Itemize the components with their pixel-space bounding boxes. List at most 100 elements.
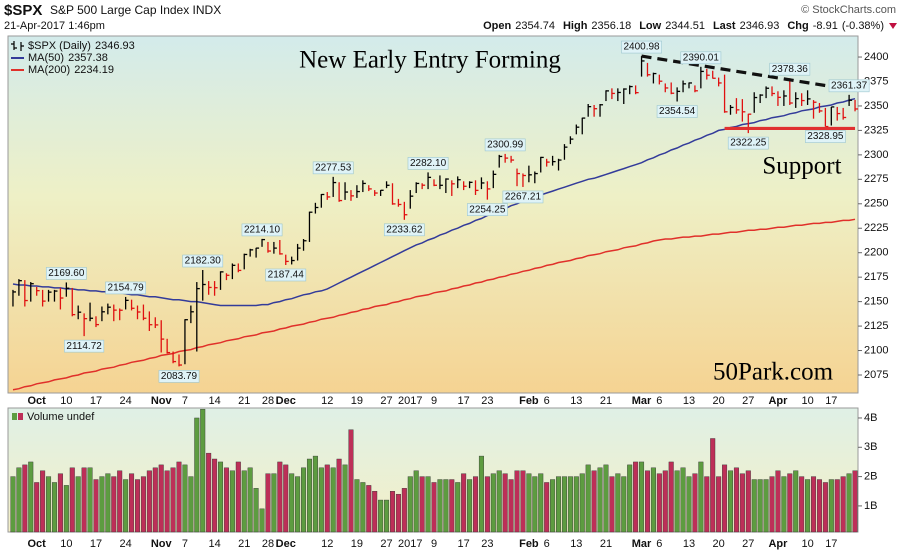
price-annotation: 2361.37	[828, 79, 870, 93]
annotation-label: 2300.99	[487, 140, 524, 151]
callout: New Early Entry Forming	[299, 47, 561, 74]
legend-entry: MA(50) 2357.38	[28, 52, 108, 64]
volume-bar	[544, 482, 550, 533]
volume-bar	[573, 476, 579, 533]
volume-bar	[852, 470, 858, 533]
volume-bar	[182, 464, 188, 533]
x-tick-label: 7	[182, 538, 188, 550]
y-tick-label: 2275	[864, 173, 888, 185]
volume-bar	[763, 479, 769, 533]
price-annotation: 2390.01	[680, 51, 722, 65]
price-annotation: 2378.36	[769, 62, 811, 76]
y-tick-label: 2125	[864, 320, 888, 332]
volume-bar	[93, 479, 99, 533]
volume-bar	[259, 508, 265, 533]
x-tick-label: 17	[458, 395, 470, 407]
volume-bar	[407, 476, 413, 533]
x-tick-label: 13	[570, 395, 582, 407]
price-annotation: 2114.72	[64, 339, 105, 353]
volume-bar	[81, 467, 87, 533]
annotation-box	[769, 62, 811, 76]
legend-name: $SPX (Daily)	[28, 40, 91, 52]
volume-bar	[419, 476, 425, 533]
x-tick-label: 10	[60, 538, 72, 550]
x-tick-label: 2017	[398, 395, 422, 407]
volume-bar	[526, 473, 532, 533]
volume-bar	[805, 479, 811, 533]
volume-bar	[615, 473, 621, 533]
quote-label: Low	[639, 20, 661, 32]
x-tick-label: 27	[380, 538, 392, 550]
y-tick-label: 2300	[864, 149, 888, 161]
volume-bar	[425, 476, 431, 533]
volume-bar	[698, 461, 704, 533]
volume-bar	[283, 464, 289, 533]
volume-bar	[722, 464, 728, 533]
annotation-label: 2378.36	[772, 64, 809, 75]
volume-bar	[686, 476, 692, 533]
volume-bar	[816, 479, 822, 533]
legend-value: 2346.93	[95, 40, 135, 52]
x-tick-label: 10	[801, 538, 813, 550]
datetime: 21-Apr-2017 1:46pm	[4, 20, 105, 32]
volume-bar	[621, 476, 627, 533]
volume-bar	[223, 467, 229, 533]
volume-bar	[437, 479, 443, 533]
x-tick-label: Oct	[28, 538, 47, 550]
volume-bar	[28, 461, 34, 533]
volume-bar	[69, 467, 75, 533]
volume-bar	[591, 470, 597, 533]
annotation-label: 2154.79	[108, 283, 145, 294]
volume-bar	[75, 476, 81, 533]
volume-bar	[556, 476, 562, 533]
volume-bar	[550, 479, 556, 533]
volume-bar	[775, 470, 781, 533]
volume-bar	[360, 482, 366, 533]
volume-bar	[111, 476, 117, 533]
x-tick-label: Mar	[632, 538, 652, 550]
y-tick-label: 2400	[864, 51, 888, 63]
volume-bar	[105, 473, 111, 533]
annotation-label: 2083.79	[161, 371, 198, 382]
quote-value: 2346.93	[740, 20, 780, 32]
volume-bar	[585, 464, 591, 533]
volume-bar	[496, 470, 502, 533]
price-annotation: 2282.10	[407, 157, 449, 170]
x-tick-label: 2017	[398, 538, 422, 550]
volume-bar	[295, 476, 301, 533]
volume-bar	[567, 476, 573, 533]
x-tick-label: 6	[544, 538, 550, 550]
x-tick-label: 24	[120, 538, 132, 550]
volume-bar	[668, 461, 674, 533]
volume-bar	[443, 479, 449, 533]
volume-bar	[656, 473, 662, 533]
volume-icon	[12, 413, 17, 420]
x-tick-label: Apr	[768, 395, 788, 407]
annotation-box	[805, 130, 846, 143]
volume-bar	[680, 467, 686, 533]
price-annotation: 2267.21	[502, 190, 544, 204]
x-tick-label: 21	[600, 395, 612, 407]
x-tick-label: Nov	[151, 395, 173, 407]
annotation-label: 2282.10	[410, 158, 447, 169]
x-tick-label: 12	[321, 395, 333, 407]
volume-bar	[330, 467, 336, 533]
legend-name: MA(200)	[28, 64, 70, 76]
volume-bar	[354, 479, 360, 533]
x-tick-label: Mar	[632, 395, 652, 407]
annotation-label: 2354.54	[659, 106, 696, 117]
volume-bar	[271, 473, 277, 533]
price-panel	[7, 35, 859, 394]
price-annotation: 2400.98	[621, 40, 662, 54]
x-tick-label: Dec	[276, 538, 296, 550]
volume-bar	[520, 470, 526, 533]
x-tick-label: 6	[544, 395, 550, 407]
volume-bar	[194, 417, 200, 533]
x-tick-label: 23	[481, 538, 493, 550]
volume-bar	[253, 488, 259, 533]
legend-icon	[11, 41, 24, 51]
x-tick-label: 6	[656, 538, 662, 550]
annotation-box	[828, 79, 870, 93]
volume-bar	[781, 476, 787, 533]
